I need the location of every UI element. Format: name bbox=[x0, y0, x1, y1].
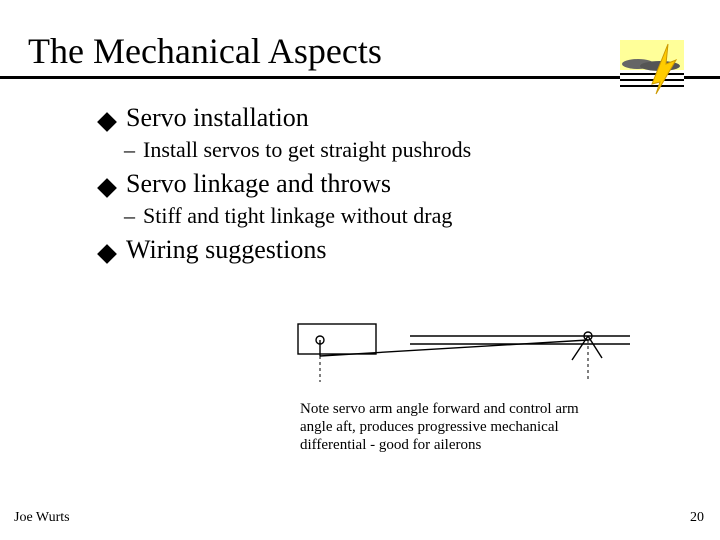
dash-bullet-icon: – bbox=[124, 137, 135, 163]
bullet-text: Servo installation bbox=[126, 103, 309, 133]
diagram-note: Note servo arm angle forward and control… bbox=[300, 400, 580, 454]
content-region: Servo installation – Install servos to g… bbox=[0, 79, 720, 265]
bullet-servo-linkage: Servo linkage and throws bbox=[100, 169, 680, 199]
dash-bullet-icon: – bbox=[124, 203, 135, 229]
bullet-wiring: Wiring suggestions bbox=[100, 235, 680, 265]
bullet-text: Servo linkage and throws bbox=[126, 169, 391, 199]
bullet-text: Wiring suggestions bbox=[126, 235, 326, 265]
subbullet-text: Install servos to get straight pushrods bbox=[143, 137, 471, 163]
footer-author: Joe Wurts bbox=[14, 510, 70, 526]
diamond-bullet-icon bbox=[97, 244, 117, 264]
diamond-bullet-icon bbox=[97, 178, 117, 198]
servo-linkage-diagram bbox=[290, 316, 650, 396]
slide-logo bbox=[620, 40, 684, 96]
subbullet-text: Stiff and tight linkage without drag bbox=[143, 203, 452, 229]
subbullet-stiff-linkage: – Stiff and tight linkage without drag bbox=[124, 203, 680, 229]
page-title: The Mechanical Aspects bbox=[0, 0, 720, 76]
bullet-servo-installation: Servo installation bbox=[100, 103, 680, 133]
footer-page-number: 20 bbox=[690, 510, 704, 526]
subbullet-install-pushrods: – Install servos to get straight pushrod… bbox=[124, 137, 680, 163]
diamond-bullet-icon bbox=[97, 112, 117, 132]
